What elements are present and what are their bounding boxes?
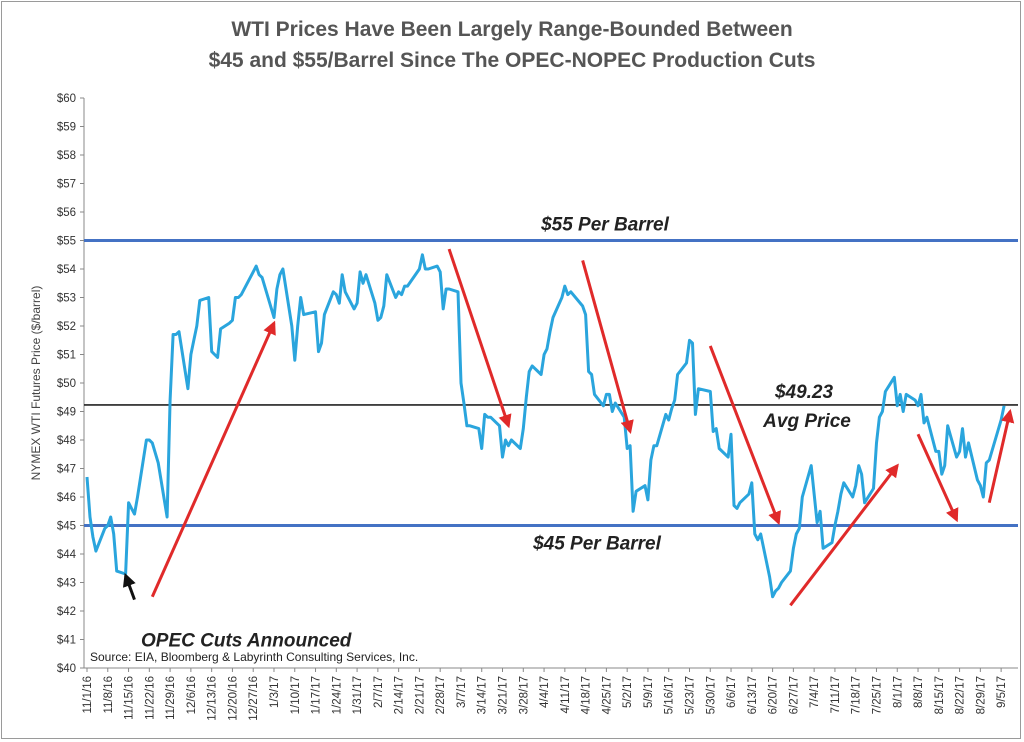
y-axis-ticks: $40 $41 $42 $43 $44 $45 $46 $47 $48 $49 $50 $51 $52 $…: [57, 93, 84, 675]
opec-cuts-pointer: [122, 572, 136, 601]
chart-title: WTI Prices Have Been Largely Range-Bound…: [0, 14, 1024, 76]
x-tick-label: 11/15/16: [124, 676, 136, 720]
y-tick-label: $60: [57, 93, 76, 105]
trend-arrow: [916, 433, 959, 523]
x-tick-label: 8/29/17: [975, 676, 987, 714]
trend-arrow: [987, 408, 1015, 504]
ref-line-55-label: $55 Per Barrel: [540, 215, 670, 236]
x-tick-label: 9/5/17: [996, 676, 1008, 708]
x-tick-label: 4/11/17: [560, 676, 572, 714]
x-tick-label: 5/2/17: [622, 676, 634, 708]
x-tick-label: 3/21/17: [498, 676, 510, 714]
x-tick-label: 12/6/16: [186, 676, 198, 714]
y-tick-label: $53: [57, 293, 76, 305]
x-tick-label: 4/4/17: [539, 676, 551, 708]
source-note: Source: EIA, Bloomberg & Labyrinth Consu…: [90, 650, 418, 664]
x-tick-label: 1/31/17: [352, 676, 364, 714]
x-tick-label: 6/13/17: [747, 676, 759, 714]
trend-arrow: [708, 345, 781, 526]
y-tick-label: $51: [57, 350, 76, 362]
x-tick-label: 3/7/17: [456, 676, 468, 708]
y-tick-label: $52: [57, 321, 76, 333]
x-tick-label: 1/10/17: [290, 676, 302, 714]
y-tick-label: $55: [57, 236, 76, 248]
ref-line-45-label: $45 Per Barrel: [532, 534, 662, 555]
trend-arrows: [150, 248, 1015, 607]
x-tick-label: 11/1/16: [82, 676, 94, 714]
x-tick-label: 12/13/16: [207, 676, 219, 721]
x-tick-label: 1/24/17: [331, 676, 343, 714]
y-tick-label: $47: [57, 464, 76, 476]
y-tick-label: $49: [57, 407, 76, 419]
y-tick-label: $59: [57, 122, 76, 134]
x-tick-label: 12/27/16: [248, 676, 260, 721]
x-tick-label: 11/29/16: [165, 676, 177, 720]
avg-price-value: $49.23: [774, 382, 834, 403]
avg-price-label: Avg Price: [762, 411, 851, 432]
x-tick-label: 11/8/16: [103, 676, 115, 714]
x-tick-label: 5/23/17: [684, 676, 696, 714]
x-tick-label: 8/15/17: [934, 676, 946, 714]
x-tick-label: 5/30/17: [705, 676, 717, 714]
y-tick-label: $50: [57, 378, 76, 390]
x-tick-label: 7/11/17: [830, 676, 842, 714]
x-tick-label: 6/6/17: [726, 676, 738, 708]
y-tick-label: $43: [57, 578, 76, 590]
trend-arrow: [447, 248, 512, 429]
y-tick-label: $44: [57, 549, 77, 561]
x-tick-label: 7/25/17: [871, 676, 883, 714]
series-layer: [85, 253, 1006, 599]
y-tick-label: $54: [57, 264, 77, 276]
y-tick-label: $56: [57, 207, 76, 219]
chart-title-line-1: WTI Prices Have Been Largely Range-Bound…: [231, 18, 793, 41]
x-tick-label: 12/20/16: [227, 676, 239, 721]
x-tick-label: 2/14/17: [394, 676, 406, 714]
x-tick-label: 5/9/17: [643, 676, 655, 708]
x-tick-label: 11/22/16: [144, 676, 156, 720]
chart-title-line-2: $45 and $55/Barrel Since The OPEC-NOPEC …: [208, 49, 816, 72]
x-tick-label: 3/14/17: [477, 676, 489, 714]
x-axis-ticks: 11/1/16 11/8/16 11/15/16 11/22/16 11/29/16 12…: [82, 668, 1008, 721]
x-tick-label: 4/18/17: [581, 676, 593, 714]
reference-lines: [84, 239, 1018, 527]
x-tick-label: 8/1/17: [892, 676, 904, 708]
x-tick-label: 6/20/17: [768, 676, 780, 714]
x-tick-label: 5/16/17: [664, 676, 676, 714]
y-tick-label: $48: [57, 435, 76, 447]
x-tick-label: 6/27/17: [788, 676, 800, 714]
x-tick-label: 4/25/17: [601, 676, 613, 714]
wti-price-line: [85, 253, 1006, 599]
x-tick-label: 2/7/17: [373, 676, 385, 708]
y-tick-label: $58: [57, 150, 76, 162]
x-tick-label: 2/28/17: [435, 676, 447, 714]
opec-cuts-annotation: OPEC Cuts Announced: [141, 631, 352, 652]
trend-arrow: [581, 260, 634, 435]
x-tick-label: 1/17/17: [311, 676, 323, 714]
trend-arrow: [789, 463, 899, 607]
axes: [83, 98, 1018, 669]
trend-arrow: [150, 320, 276, 598]
x-tick-label: 3/28/17: [518, 676, 530, 714]
y-tick-label: $42: [57, 606, 76, 618]
x-tick-label: 7/4/17: [809, 676, 821, 708]
x-tick-label: 8/22/17: [955, 676, 967, 714]
x-tick-label: 8/8/17: [913, 676, 925, 708]
x-tick-label: 1/3/17: [269, 676, 281, 708]
y-tick-label: $46: [57, 492, 76, 504]
x-tick-label: 7/18/17: [851, 676, 863, 714]
y-tick-label: $45: [57, 521, 76, 533]
y-axis-label: NYMEX WTI Futures Price ($/barrel): [29, 286, 43, 481]
x-tick-label: 2/21/17: [414, 676, 426, 714]
y-tick-label: $40: [57, 663, 76, 675]
y-tick-label: $41: [57, 635, 76, 647]
y-tick-label: $57: [57, 179, 76, 191]
